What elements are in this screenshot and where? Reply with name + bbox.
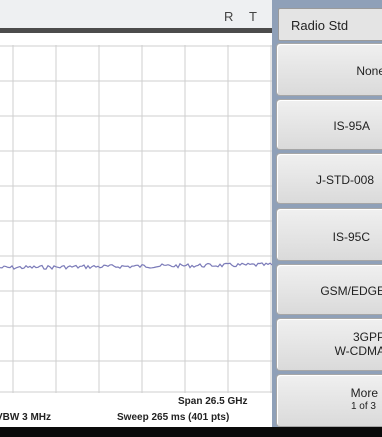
menu-title: Radio Std [278, 8, 382, 41]
softkey-is95c-label: IS-95C [332, 230, 370, 244]
softkey-gsm-edge-label: GSM/EDGE [320, 284, 382, 298]
indicator-r: R [224, 9, 234, 24]
softkey-more[interactable]: More 1 of 3 [276, 374, 382, 427]
softkey-is95a[interactable]: IS-95A [276, 99, 382, 150]
softkey-3gpp-wcdma[interactable]: 3GPP W-CDMA [276, 318, 382, 371]
softkey-none-label: None [356, 64, 382, 78]
softkey-none[interactable]: None [276, 43, 382, 96]
softkey-jstd008[interactable]: J-STD-008 [276, 153, 382, 204]
softkey-more-page: 1 of 3 [350, 401, 376, 412]
softkey-is95a-label: IS-95A [333, 119, 370, 133]
spectrum-display [0, 45, 274, 393]
softkey-is95c[interactable]: IS-95C [276, 208, 382, 261]
menu-title-label: Radio Std [291, 18, 349, 33]
status-strip [0, 0, 274, 30]
softkey-3gpp-wcdma-label-line2: W-CDMA [334, 344, 382, 358]
bottom-bar [0, 427, 382, 437]
spectrum-trace [0, 262, 274, 270]
sweep-readout: Sweep 265 ms (401 pts) [117, 412, 230, 423]
measurement-footer: Span 26.5 GHz VBW 3 MHz Sweep 265 ms (40… [0, 393, 274, 427]
status-divider [0, 28, 274, 33]
softkey-jstd008-label: J-STD-008 [315, 173, 374, 187]
softkey-gsm-edge[interactable]: GSM/EDGE [276, 264, 382, 315]
softkey-3gpp-wcdma-label-line1: 3GPP [352, 330, 382, 344]
softkey-more-label: More [350, 386, 378, 400]
span-readout: Span 26.5 GHz [178, 396, 248, 407]
indicator-t: T [249, 9, 257, 24]
graticule-grid [0, 45, 274, 393]
vbw-readout: VBW 3 MHz [0, 412, 51, 423]
